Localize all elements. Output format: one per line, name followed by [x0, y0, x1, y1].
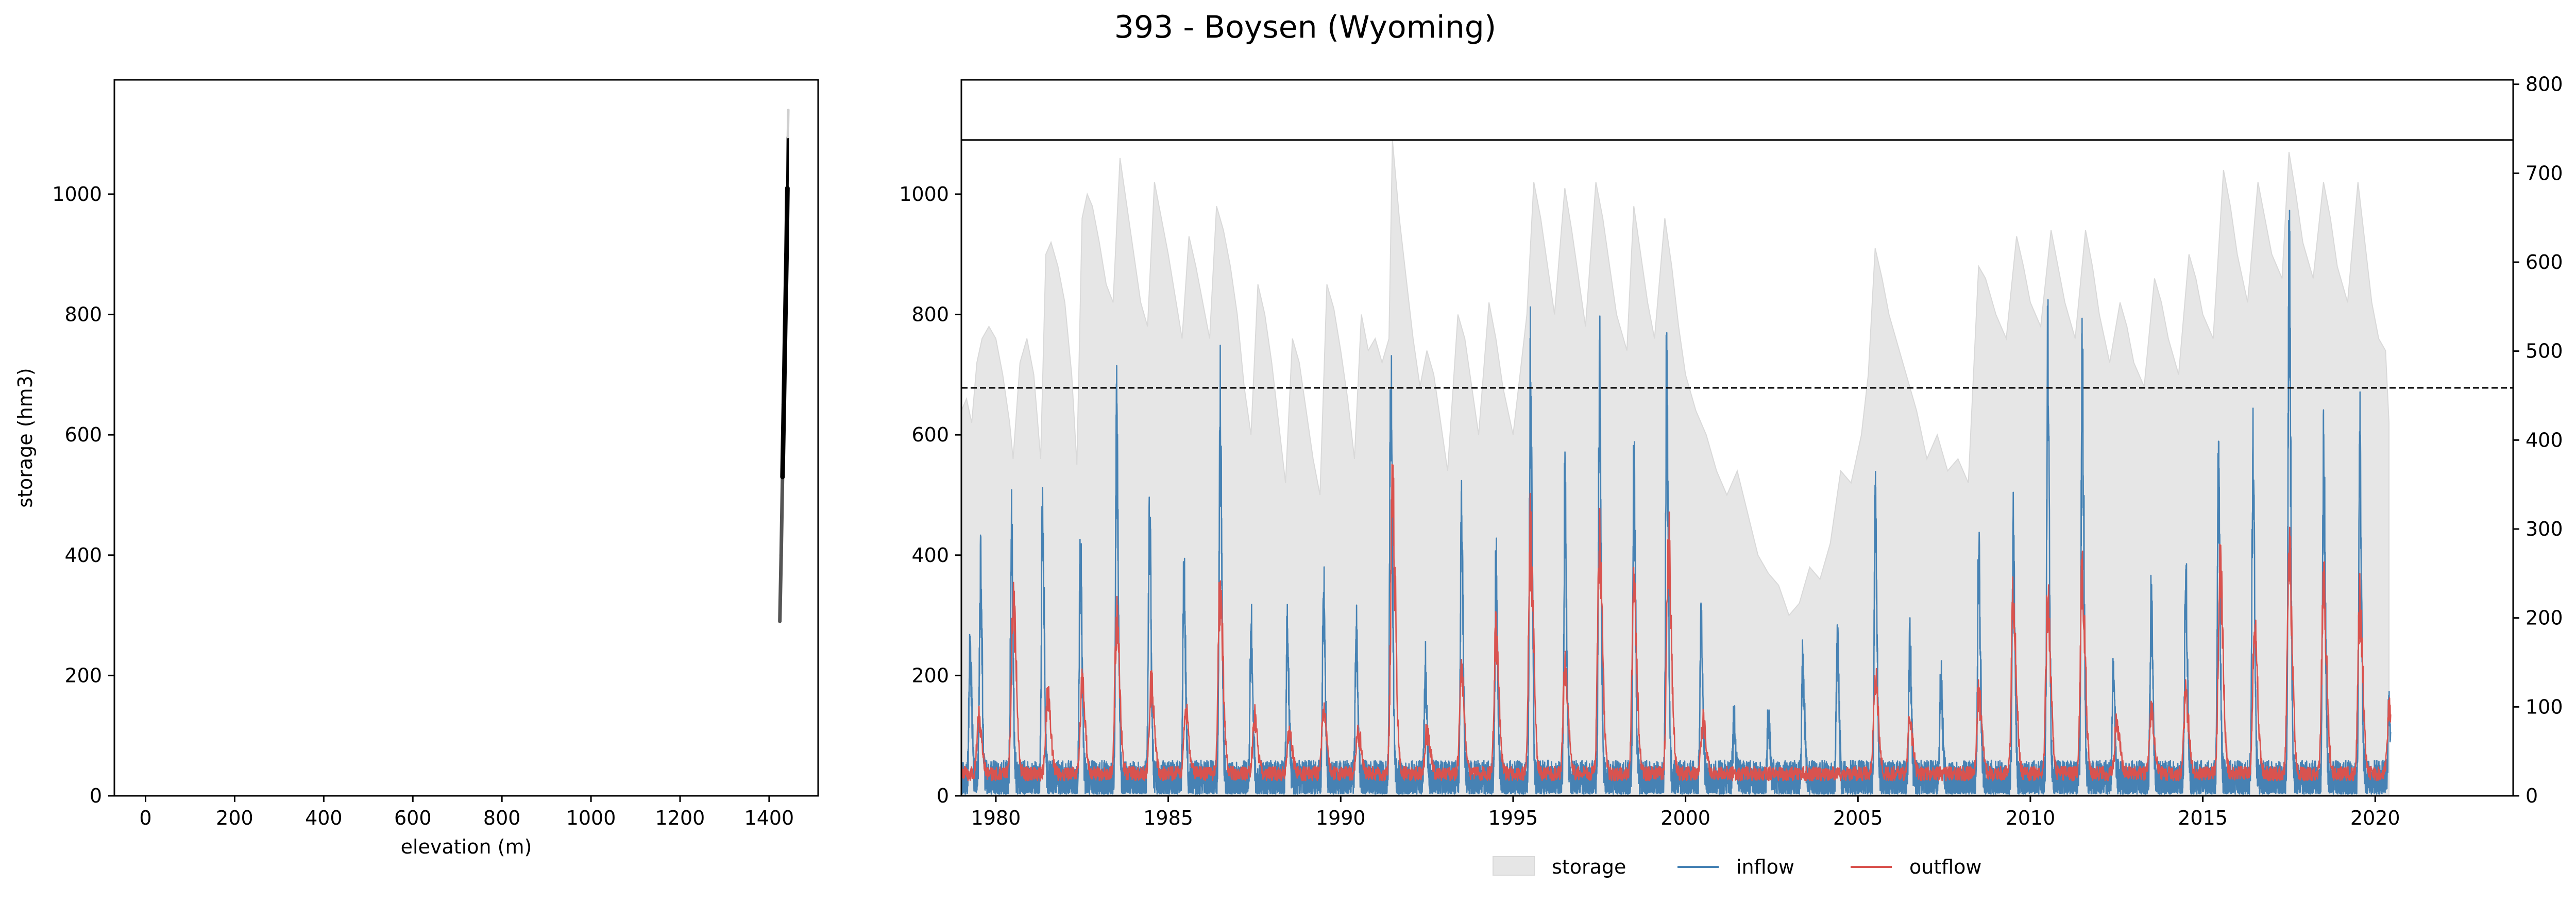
y-tick-label: 400: [64, 544, 102, 567]
y-left-tick-label: 400: [911, 544, 949, 567]
y-left-tick-label: 0: [937, 784, 949, 807]
x-tick-label: 800: [483, 807, 521, 829]
x-tick-label: 1990: [1316, 807, 1366, 829]
timeseries-plot: 1980 1985 1990 1995 2000 2005 2010 2015 20200200…: [899, 73, 2576, 829]
x-tick-label: 2000: [1660, 807, 1710, 829]
x-tick-label: 1985: [1143, 807, 1193, 829]
y-tick-label: 0: [90, 784, 102, 807]
x-axis-label: elevation (m): [401, 835, 532, 858]
y-tick-label: 600: [64, 423, 102, 446]
y-right-tick-label: 700: [2526, 162, 2563, 184]
legend-storage-label: storage: [1552, 856, 1626, 878]
x-tick-label: 2005: [1833, 807, 1883, 829]
y-right-tick-label: 0: [2526, 784, 2538, 807]
legend: storage inflow outflow: [1493, 856, 1982, 878]
y-tick-label: 1000: [52, 183, 102, 206]
storage-area: [961, 140, 2390, 796]
legend-outflow-label: outflow: [1909, 856, 1982, 878]
x-tick-label: 2015: [2178, 807, 2228, 829]
left-plot-frame: [113, 79, 819, 797]
elevation-storage-segment: [786, 135, 789, 190]
inflow-line: [960, 210, 2392, 795]
x-tick-label: 600: [394, 807, 432, 829]
x-tick-label: 1995: [1488, 807, 1538, 829]
x-tick-label: 400: [305, 807, 343, 829]
elevation-storage-segment: [778, 553, 783, 623]
figure-title: 393 - Boysen (Wyoming): [1114, 9, 1497, 45]
y-right-tick-label: 800: [2526, 73, 2563, 96]
x-tick-label: 1200: [655, 807, 705, 829]
right-plot-frame: [960, 79, 2514, 797]
y-right-tick-label: 300: [2526, 518, 2563, 540]
y-right-tick-label: 100: [2526, 695, 2563, 718]
x-tick-label: 200: [216, 807, 253, 829]
elevation-storage-segment: [784, 185, 790, 257]
elevation-storage-segment: [779, 475, 785, 557]
x-tick-label: 1000: [566, 807, 616, 829]
x-tick-label: 1400: [744, 807, 794, 829]
x-tick-label: 1980: [971, 807, 1021, 829]
elevation-storage-plot: 0 200 400 600 800 1000 1200 1400 0 200 400 600 800 10…: [14, 79, 819, 858]
y-left-tick-label: 200: [911, 664, 949, 687]
y-tick-label: 800: [64, 303, 102, 326]
legend-storage-swatch: [1493, 856, 1535, 876]
y-right-tick-label: 600: [2526, 251, 2563, 274]
y-right-axis-label: flow (m3/s): [2573, 383, 2576, 493]
outflow-line: [960, 464, 2392, 781]
elevation-storage-segment: [781, 324, 788, 407]
elevation-storage-segment: [780, 402, 786, 480]
y-left-tick-label: 600: [911, 423, 949, 446]
y-axis-label: storage (hm3): [14, 368, 37, 507]
y-left-tick-label: 1000: [899, 183, 949, 206]
x-tick-label: 0: [139, 807, 151, 829]
elevation-storage-segment: [783, 252, 789, 329]
y-right-tick-label: 500: [2526, 340, 2563, 363]
y-left-tick-label: 800: [911, 303, 949, 326]
y-right-tick-label: 200: [2526, 607, 2563, 629]
y-tick-label: 200: [64, 664, 102, 687]
legend-inflow-label: inflow: [1736, 856, 1794, 878]
y-right-tick-label: 400: [2526, 429, 2563, 451]
x-tick-label: 2020: [2350, 807, 2400, 829]
x-tick-label: 2010: [2006, 807, 2056, 829]
